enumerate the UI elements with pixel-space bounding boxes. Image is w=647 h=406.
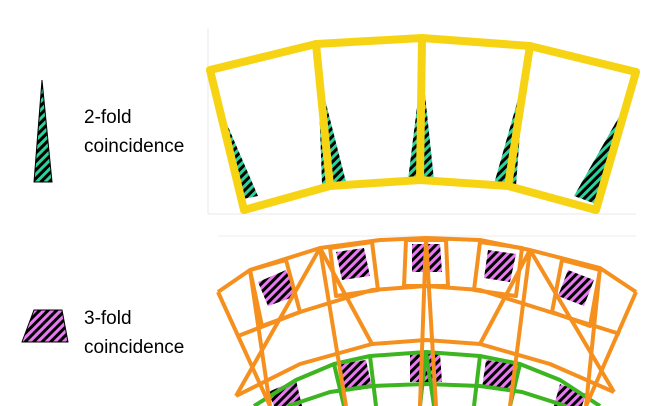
top-panel xyxy=(206,28,640,215)
legend-item-three-fold: 3-fold coincidence xyxy=(21,308,184,358)
bottom-panel xyxy=(216,235,638,406)
frame-spoke xyxy=(206,66,248,214)
three-fold-label-line1: 3-fold xyxy=(84,308,132,329)
orange-frame xyxy=(216,236,638,406)
three-fold-block xyxy=(268,380,302,406)
inner-frame xyxy=(252,350,602,406)
orange-spoke xyxy=(418,237,428,406)
three-fold-block xyxy=(258,270,296,306)
frame-inner-arc xyxy=(240,176,600,214)
orange-box xyxy=(402,238,450,288)
frame-spoke xyxy=(592,68,640,214)
inner-spoke xyxy=(472,355,482,406)
three-fold-block xyxy=(558,270,594,306)
two-fold-frame xyxy=(206,34,640,214)
three-fold-block xyxy=(484,250,516,282)
legend-item-two-fold: 2-fold coincidence xyxy=(33,79,184,183)
orange-box xyxy=(472,240,524,298)
two-fold-wedge xyxy=(574,108,624,204)
two-fold-swatch xyxy=(33,79,53,183)
orange-diagonal xyxy=(216,291,272,406)
two-fold-wedge xyxy=(494,78,524,186)
three-fold-block xyxy=(336,248,370,280)
two-fold-wedge xyxy=(220,108,258,200)
two-fold-label-line2: coincidence xyxy=(84,136,184,157)
frame-spoke xyxy=(504,42,534,190)
orange-box xyxy=(328,240,380,298)
legend: 2-fold coincidence 3-fold coincidence xyxy=(21,79,184,358)
two-fold-label-line1: 2-fold xyxy=(84,107,132,128)
orange-lower-arc xyxy=(235,338,615,398)
three-fold-swatch xyxy=(21,309,69,343)
orange-diagonal xyxy=(584,291,638,406)
orange-spoke xyxy=(508,249,532,406)
inner-spoke xyxy=(368,355,378,406)
inner-arc-mid xyxy=(287,382,567,406)
inner-spoke xyxy=(332,363,346,406)
orange-box xyxy=(550,258,602,328)
three-fold-block xyxy=(554,384,586,406)
three-fold-label-line2: coincidence xyxy=(84,337,184,358)
orange-spoke xyxy=(424,237,438,406)
frame-spoke xyxy=(312,40,334,190)
orange-box xyxy=(248,258,302,328)
three-fold-block xyxy=(338,360,372,392)
frame-spoke xyxy=(416,34,426,184)
orange-spoke xyxy=(318,247,348,406)
three-fold-block xyxy=(482,360,514,392)
inner-spoke xyxy=(424,351,436,406)
